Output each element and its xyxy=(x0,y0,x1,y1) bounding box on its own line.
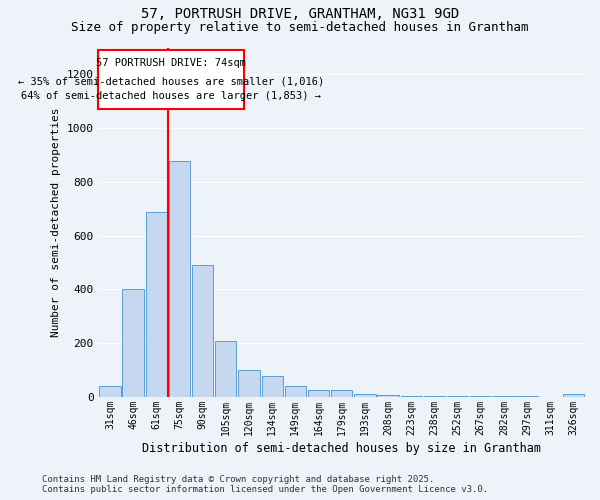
Text: Contains HM Land Registry data © Crown copyright and database right 2025.
Contai: Contains HM Land Registry data © Crown c… xyxy=(42,474,488,494)
Bar xyxy=(377,395,398,397)
Bar xyxy=(517,396,538,397)
Bar xyxy=(238,370,260,397)
Text: 57 PORTRUSH DRIVE: 74sqm: 57 PORTRUSH DRIVE: 74sqm xyxy=(97,58,247,68)
Bar xyxy=(424,396,445,397)
Bar xyxy=(354,394,376,397)
Bar xyxy=(331,390,352,397)
Bar xyxy=(122,290,144,397)
Text: 57, PORTRUSH DRIVE, GRANTHAM, NG31 9GD: 57, PORTRUSH DRIVE, GRANTHAM, NG31 9GD xyxy=(141,8,459,22)
Bar xyxy=(401,396,422,397)
Bar xyxy=(98,50,244,110)
Bar xyxy=(215,340,236,397)
Bar xyxy=(146,212,167,397)
Bar xyxy=(447,396,468,397)
Bar xyxy=(470,396,491,397)
Text: ← 35% of semi-detached houses are smaller (1,016): ← 35% of semi-detached houses are smalle… xyxy=(18,76,325,86)
Text: 64% of semi-detached houses are larger (1,853) →: 64% of semi-detached houses are larger (… xyxy=(22,92,322,102)
Bar xyxy=(100,386,121,397)
Bar xyxy=(284,386,306,397)
Bar xyxy=(563,394,584,397)
Bar xyxy=(308,390,329,397)
Bar xyxy=(169,161,190,397)
Text: Size of property relative to semi-detached houses in Grantham: Size of property relative to semi-detach… xyxy=(71,21,529,34)
Bar xyxy=(493,396,515,397)
X-axis label: Distribution of semi-detached houses by size in Grantham: Distribution of semi-detached houses by … xyxy=(142,442,541,455)
Bar xyxy=(262,376,283,397)
Bar xyxy=(192,266,214,397)
Y-axis label: Number of semi-detached properties: Number of semi-detached properties xyxy=(51,108,61,337)
